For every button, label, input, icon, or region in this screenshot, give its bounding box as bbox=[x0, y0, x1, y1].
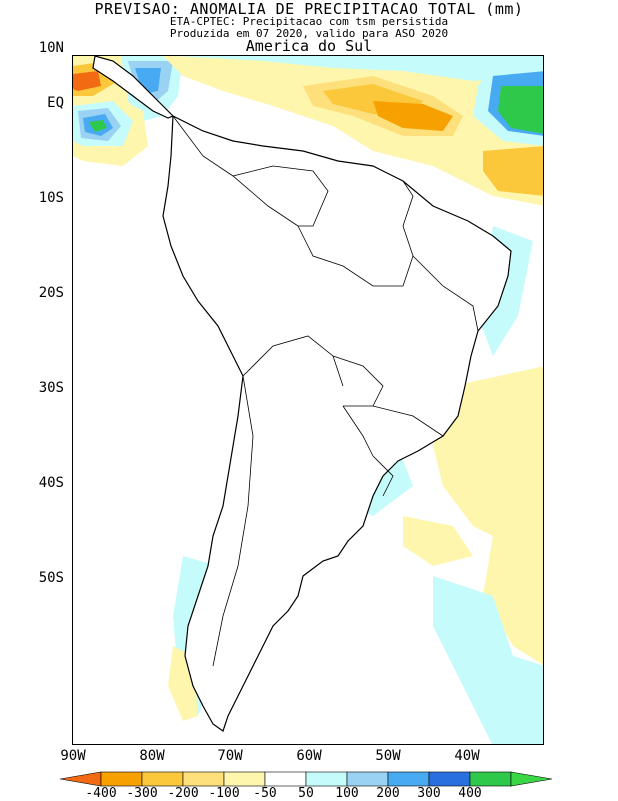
lon-label-90w: 90W bbox=[60, 748, 86, 764]
lon-label-50w: 50W bbox=[375, 748, 401, 764]
colorbar-swatch bbox=[305, 771, 348, 787]
colorbar-label: 100 bbox=[335, 786, 359, 801]
colorbar-label: -100 bbox=[208, 786, 240, 801]
colorbar-swatch bbox=[59, 771, 102, 787]
colorbar-swatch bbox=[346, 771, 389, 787]
lat-label-10n: 10N bbox=[38, 40, 64, 56]
colorbar-swatch bbox=[100, 771, 143, 787]
anomaly-map bbox=[72, 55, 544, 745]
lat-label-20s: 20S bbox=[38, 285, 64, 301]
colorbar-swatch bbox=[223, 771, 266, 787]
colorbar-swatch bbox=[510, 771, 553, 787]
lat-label-eq: EQ bbox=[47, 95, 64, 111]
map-subtitle-model: ETA-CPTEC: Precipitacao com tsm persisti… bbox=[169, 15, 449, 28]
lat-label-10s: 10S bbox=[38, 190, 64, 206]
lat-label-40s: 40S bbox=[38, 475, 64, 491]
continent-outline bbox=[92, 56, 512, 732]
lon-label-60w: 60W bbox=[296, 748, 322, 764]
colorbar-label: -50 bbox=[253, 786, 277, 801]
colorbar-swatch bbox=[469, 771, 512, 787]
colorbar-label: 50 bbox=[298, 786, 314, 801]
colorbar-swatch bbox=[387, 771, 430, 787]
map-subtitle-validity: Produzida em 07 2020, valido para ASO 20… bbox=[169, 27, 449, 40]
colorbar-swatch bbox=[264, 771, 307, 787]
colorbar bbox=[59, 771, 553, 787]
colorbar-swatch bbox=[428, 771, 471, 787]
lat-label-30s: 30S bbox=[38, 380, 64, 396]
map-canvas bbox=[73, 56, 543, 744]
colorbar-label: 200 bbox=[376, 786, 400, 801]
lat-label-50s: 50S bbox=[38, 570, 64, 586]
lon-label-70w: 70W bbox=[217, 748, 243, 764]
map-title: PREVISAO: ANOMALIA DE PRECIPITACAO TOTAL… bbox=[94, 0, 524, 18]
colorbar-label: 300 bbox=[417, 786, 441, 801]
colorbar-label: -300 bbox=[126, 786, 158, 801]
colorbar-swatch bbox=[182, 771, 225, 787]
map-region-title: America do Sul bbox=[245, 37, 373, 55]
lon-label-80w: 80W bbox=[139, 748, 165, 764]
country-borders bbox=[172, 115, 479, 667]
lon-label-40w: 40W bbox=[454, 748, 480, 764]
colorbar-swatch bbox=[141, 771, 184, 787]
colorbar-label: 400 bbox=[458, 786, 482, 801]
colorbar-label: -200 bbox=[167, 786, 199, 801]
colorbar-label: -400 bbox=[85, 786, 117, 801]
